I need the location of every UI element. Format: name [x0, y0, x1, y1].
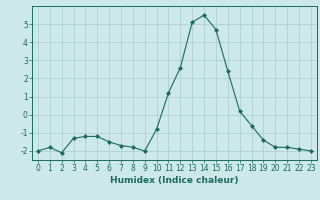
- X-axis label: Humidex (Indice chaleur): Humidex (Indice chaleur): [110, 176, 239, 185]
